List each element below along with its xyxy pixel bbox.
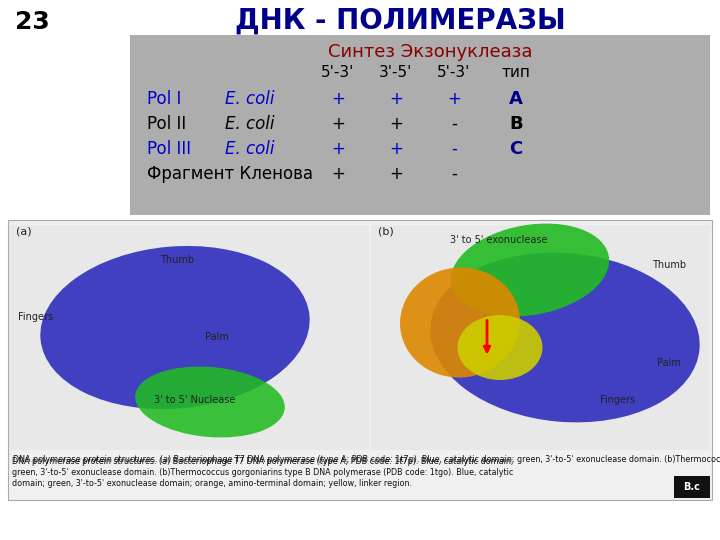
Text: (b): (b) <box>378 227 394 237</box>
Text: 5'-3': 5'-3' <box>437 65 471 80</box>
Text: Pol III: Pol III <box>147 140 191 158</box>
Text: B.c: B.c <box>683 482 701 492</box>
Text: E. coli: E. coli <box>225 115 274 133</box>
Text: Thumb: Thumb <box>652 260 686 270</box>
Text: тип: тип <box>502 65 531 80</box>
Text: +: + <box>389 115 403 133</box>
Text: Palm: Palm <box>205 333 229 342</box>
Text: -: - <box>451 140 457 158</box>
Text: Pol I: Pol I <box>147 90 181 108</box>
Text: Фрагмент Кленова: Фрагмент Кленова <box>147 165 313 183</box>
Text: E. coli: E. coli <box>225 90 274 108</box>
Text: DNA polymerase protein structures. (a) Bacteriophage T7 DNA polymerase (type A; : DNA polymerase protein structures. (a) B… <box>12 457 513 466</box>
Text: +: + <box>331 115 345 133</box>
Text: 3' to 5' Nuclease: 3' to 5' Nuclease <box>154 395 235 405</box>
Text: 5'-3': 5'-3' <box>321 65 355 80</box>
Text: -: - <box>451 115 457 133</box>
Text: +: + <box>389 165 403 183</box>
Text: Fingers: Fingers <box>600 395 635 405</box>
Text: (a): (a) <box>16 227 32 237</box>
FancyBboxPatch shape <box>130 35 710 215</box>
Text: 23: 23 <box>15 10 50 34</box>
Text: +: + <box>447 90 461 108</box>
Text: Fingers: Fingers <box>18 313 53 322</box>
Text: 3' to 5' exonuclease: 3' to 5' exonuclease <box>450 235 547 245</box>
Ellipse shape <box>400 267 520 377</box>
Text: +: + <box>331 90 345 108</box>
Text: E. coli: E. coli <box>225 140 274 158</box>
Ellipse shape <box>457 315 542 380</box>
FancyBboxPatch shape <box>9 225 369 450</box>
Ellipse shape <box>451 224 609 316</box>
Text: Pol II: Pol II <box>147 115 186 133</box>
FancyBboxPatch shape <box>8 220 712 500</box>
Text: C: C <box>509 140 523 158</box>
Text: B: B <box>509 115 523 133</box>
Ellipse shape <box>431 253 700 422</box>
Text: domain; green, 3'-to-5' exonuclease domain; orange, amino-terminal domain; yello: domain; green, 3'-to-5' exonuclease doma… <box>12 479 412 488</box>
FancyBboxPatch shape <box>371 225 710 450</box>
Text: green, 3'-to-5' exonuclease domain. (b)Thermococcus gorgoniarins type B DNA poly: green, 3'-to-5' exonuclease domain. (b)T… <box>12 468 513 477</box>
Text: ДНК - ПОЛИМЕРАЗЫ: ДНК - ПОЛИМЕРАЗЫ <box>235 7 565 35</box>
Text: Palm: Palm <box>657 357 681 368</box>
Text: -: - <box>451 165 457 183</box>
Text: +: + <box>389 140 403 158</box>
Text: +: + <box>389 90 403 108</box>
Ellipse shape <box>135 367 285 437</box>
Text: DNA polymerase protein structures. (a) Bacteriophage T7 DNA polymerase (type A; : DNA polymerase protein structures. (a) B… <box>13 455 720 464</box>
Text: A: A <box>509 90 523 108</box>
FancyBboxPatch shape <box>674 476 710 498</box>
Text: +: + <box>331 165 345 183</box>
Text: Синтез Экзонуклеаза: Синтез Экзонуклеаза <box>328 43 532 61</box>
Text: Thumb: Thumb <box>160 255 194 265</box>
Text: 3'-5': 3'-5' <box>379 65 413 80</box>
Text: +: + <box>331 140 345 158</box>
Ellipse shape <box>40 246 310 409</box>
